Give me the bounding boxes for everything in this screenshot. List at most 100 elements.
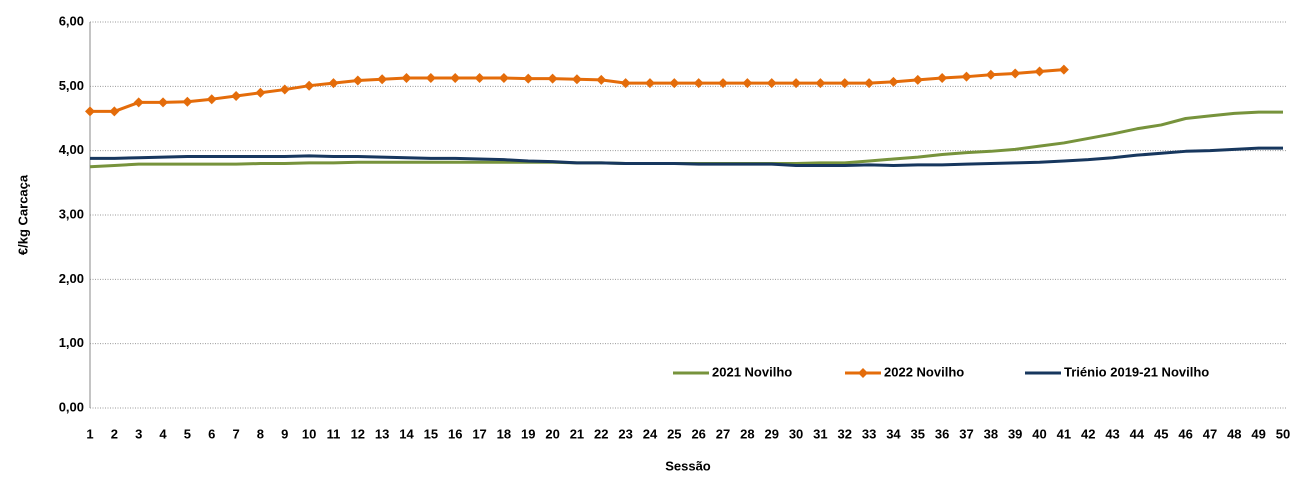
x-tick-label: 23 bbox=[618, 426, 632, 441]
point-marker bbox=[693, 78, 704, 89]
x-axis-title: Sessão bbox=[665, 458, 711, 473]
y-tick-label: 4,00 bbox=[59, 142, 84, 157]
legend-label: 2021 Novilho bbox=[712, 364, 792, 379]
x-tick-label: 8 bbox=[257, 426, 264, 441]
point-marker bbox=[791, 78, 802, 89]
x-tick-label: 30 bbox=[789, 426, 803, 441]
x-tick-label: 29 bbox=[764, 426, 778, 441]
x-tick-label: 32 bbox=[838, 426, 852, 441]
y-tick-label: 3,00 bbox=[59, 206, 84, 221]
x-tick-label: 25 bbox=[667, 426, 681, 441]
point-marker bbox=[547, 73, 558, 84]
x-tick-label: 26 bbox=[691, 426, 705, 441]
x-tick-label: 27 bbox=[716, 426, 730, 441]
x-tick-label: 6 bbox=[208, 426, 215, 441]
x-tick-label: 48 bbox=[1227, 426, 1241, 441]
x-tick-label: 40 bbox=[1032, 426, 1046, 441]
x-tick-label: 42 bbox=[1081, 426, 1095, 441]
y-tick-label: 0,00 bbox=[59, 399, 84, 414]
point-marker bbox=[352, 75, 363, 86]
point-marker bbox=[109, 106, 120, 117]
x-tick-label: 45 bbox=[1154, 426, 1168, 441]
point-marker bbox=[669, 78, 680, 89]
x-tick-label: 9 bbox=[281, 426, 288, 441]
point-marker bbox=[985, 69, 996, 80]
point-marker bbox=[1010, 68, 1021, 79]
point-marker bbox=[255, 87, 266, 98]
point-marker bbox=[815, 78, 826, 89]
x-tick-label: 15 bbox=[424, 426, 438, 441]
point-marker bbox=[474, 72, 485, 83]
legend-label: Triénio 2019-21 Novilho bbox=[1064, 364, 1209, 379]
x-tick-label: 7 bbox=[232, 426, 239, 441]
legend-label: 2022 Novilho bbox=[884, 364, 964, 379]
x-tick-label: 18 bbox=[497, 426, 511, 441]
x-tick-label: 33 bbox=[862, 426, 876, 441]
x-tick-label: 44 bbox=[1130, 426, 1145, 441]
y-axis-title: €/kg Carcaça bbox=[15, 174, 30, 255]
series-line bbox=[90, 146, 1283, 167]
x-tick-label: 13 bbox=[375, 426, 389, 441]
point-marker bbox=[523, 73, 534, 84]
point-marker bbox=[450, 72, 461, 83]
point-marker bbox=[304, 80, 315, 91]
x-tick-label: 4 bbox=[159, 426, 167, 441]
point-marker bbox=[937, 72, 948, 83]
x-tick-label: 34 bbox=[886, 426, 901, 441]
x-tick-label: 22 bbox=[594, 426, 608, 441]
x-tick-label: 24 bbox=[643, 426, 658, 441]
x-tick-label: 41 bbox=[1057, 426, 1071, 441]
point-marker bbox=[912, 74, 923, 85]
point-marker bbox=[377, 74, 388, 85]
point-marker bbox=[864, 78, 875, 89]
x-tick-label: 17 bbox=[472, 426, 486, 441]
point-marker bbox=[596, 74, 607, 85]
point-marker bbox=[644, 78, 655, 89]
point-marker bbox=[839, 78, 850, 89]
x-tick-label: 16 bbox=[448, 426, 462, 441]
point-marker bbox=[279, 84, 290, 95]
y-tick-label: 5,00 bbox=[59, 78, 84, 93]
x-tick-label: 43 bbox=[1105, 426, 1119, 441]
x-tick-label: 10 bbox=[302, 426, 316, 441]
x-tick-label: 28 bbox=[740, 426, 754, 441]
x-tick-label: 21 bbox=[570, 426, 584, 441]
point-marker bbox=[231, 90, 242, 101]
point-marker bbox=[571, 74, 582, 85]
x-tick-label: 19 bbox=[521, 426, 535, 441]
point-marker bbox=[888, 76, 899, 87]
y-tick-label: 2,00 bbox=[59, 271, 84, 286]
x-tick-label: 49 bbox=[1251, 426, 1265, 441]
x-tick-label: 20 bbox=[545, 426, 559, 441]
point-marker bbox=[425, 72, 436, 83]
point-marker bbox=[498, 72, 509, 83]
x-tick-label: 31 bbox=[813, 426, 827, 441]
point-marker bbox=[206, 94, 217, 105]
x-tick-label: 39 bbox=[1008, 426, 1022, 441]
x-tick-label: 3 bbox=[135, 426, 142, 441]
x-tick-label: 11 bbox=[327, 426, 341, 441]
x-tick-label: 47 bbox=[1203, 426, 1217, 441]
point-marker bbox=[718, 78, 729, 89]
point-marker bbox=[1034, 66, 1045, 77]
point-marker bbox=[620, 78, 631, 89]
point-marker bbox=[961, 71, 972, 82]
x-tick-label: 14 bbox=[399, 426, 414, 441]
x-tick-label: 1 bbox=[86, 426, 93, 441]
x-tick-label: 5 bbox=[184, 426, 191, 441]
x-tick-label: 12 bbox=[351, 426, 365, 441]
x-tick-label: 38 bbox=[984, 426, 998, 441]
point-marker bbox=[1058, 64, 1069, 75]
point-marker bbox=[401, 72, 412, 83]
point-marker bbox=[766, 78, 777, 89]
x-tick-label: 46 bbox=[1178, 426, 1192, 441]
y-tick-label: 1,00 bbox=[59, 335, 84, 350]
x-tick-label: 36 bbox=[935, 426, 949, 441]
x-tick-label: 2 bbox=[111, 426, 118, 441]
x-tick-label: 50 bbox=[1276, 426, 1290, 441]
point-marker bbox=[85, 106, 95, 117]
point-marker bbox=[133, 97, 144, 108]
point-marker bbox=[158, 97, 169, 108]
x-tick-label: 35 bbox=[911, 426, 925, 441]
